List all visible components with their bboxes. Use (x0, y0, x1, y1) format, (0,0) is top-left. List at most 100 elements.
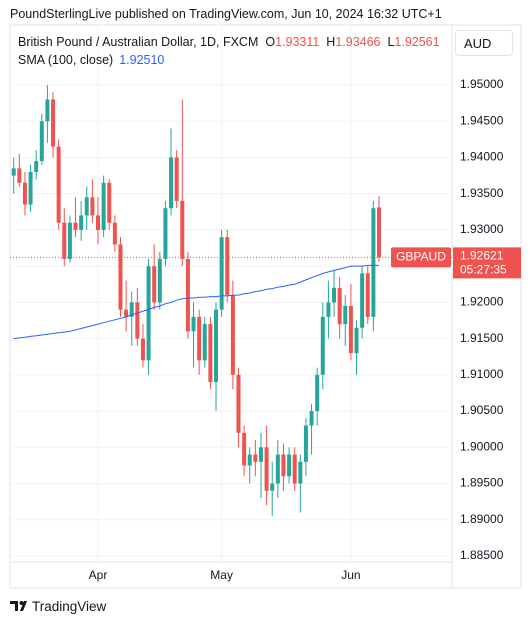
x-tick-label: May (210, 568, 233, 582)
candle-body (112, 222, 117, 245)
candle-body (309, 411, 314, 426)
price-tag (453, 247, 521, 279)
candle-body (56, 146, 61, 223)
candle-body (242, 432, 247, 466)
candle-body (371, 208, 376, 317)
open-value: 1.93311 (275, 35, 320, 49)
candle-body (17, 168, 22, 183)
candle-body (185, 258, 190, 332)
candle-body (11, 168, 16, 176)
y-tick-label: 1.91000 (460, 367, 504, 381)
y-tick-label: 1.89500 (460, 476, 504, 490)
candle-body (377, 207, 381, 258)
y-tick-label: 1.94000 (460, 150, 504, 164)
candle-body (90, 197, 95, 216)
sma-line (13, 264, 379, 340)
candle-body (264, 447, 269, 491)
candle-body (107, 182, 112, 223)
candle-body (73, 222, 78, 230)
candle-body (219, 237, 224, 310)
y-tick-label: 1.91500 (460, 331, 504, 345)
candle-body (28, 171, 33, 205)
x-tick-label: Jun (341, 568, 360, 582)
y-tick-label: 1.95000 (460, 77, 504, 91)
candle-body (101, 182, 106, 230)
candle-body (343, 305, 348, 325)
candle-body (253, 454, 258, 462)
candle-body (247, 454, 252, 466)
sma-value: 1.92510 (119, 53, 165, 67)
open-key: O (265, 35, 276, 49)
high-value: 1.93466 (335, 35, 381, 49)
candle-body (174, 157, 179, 201)
sma-name: SMA (100, close) (18, 53, 114, 67)
publisher-line: PoundSterlingLive published on TradingVi… (10, 7, 442, 21)
candle-body (337, 287, 342, 325)
symbol-label: GBPAUD (396, 250, 446, 264)
candle-body (230, 295, 235, 375)
candle-body (51, 99, 56, 147)
high-key: H (326, 35, 336, 49)
y-tick-label: 1.94500 (460, 113, 504, 127)
candle-body (354, 327, 359, 354)
sma-legend: SMA (100, close) 1.92510 (18, 53, 164, 67)
candle-body (39, 121, 44, 162)
candle-body (152, 266, 157, 303)
candle-body (303, 425, 308, 462)
x-tick-label: Apr (89, 568, 108, 582)
candle-body (258, 447, 263, 462)
candle-body (197, 316, 202, 361)
candle-body (208, 324, 213, 383)
candle-body (124, 309, 129, 317)
candle-body (157, 258, 162, 303)
candle-body (365, 273, 370, 317)
y-tick-label: 1.88500 (460, 548, 504, 562)
grid (10, 25, 452, 562)
tradingview-logo (10, 601, 27, 611)
candle-body (348, 305, 353, 354)
symbol-legend: British Pound / Australian Dollar, 1D, F… (18, 35, 447, 49)
candle-body (287, 454, 292, 477)
candle-body (163, 208, 168, 259)
candle-body (135, 302, 140, 339)
y-tick-label: 1.92000 (460, 295, 504, 309)
y-tick-label: 1.90000 (460, 439, 504, 453)
symbol-title: British Pound / Australian Dollar, 1D, F… (18, 35, 259, 49)
candle-body (140, 338, 145, 361)
candle-body (214, 309, 219, 383)
candle-body (34, 161, 39, 172)
candle-body (315, 374, 320, 412)
countdown-label: 05:27:35 (460, 263, 507, 277)
candle-body (84, 197, 89, 216)
candle-body (281, 454, 286, 477)
candle-body (332, 287, 337, 303)
chart-frame (9, 24, 522, 589)
candle-body (45, 99, 50, 122)
brand: TradingView (32, 599, 107, 614)
candle-body (202, 324, 207, 361)
candle-body (129, 302, 134, 317)
price-label: 1.92621 (460, 249, 504, 263)
candle-body (67, 222, 72, 259)
candle-body (79, 215, 84, 230)
y-tick-label: 1.93500 (460, 186, 504, 200)
y-tick-label: 1.93000 (460, 222, 504, 236)
candle-body (62, 222, 67, 259)
y-tick-label: 1.90500 (460, 403, 504, 417)
candle-body (118, 244, 123, 310)
candle-body (225, 237, 230, 296)
candle-body (326, 302, 331, 317)
candle-body (270, 483, 275, 491)
candle-body (275, 454, 280, 484)
candle-body (360, 273, 365, 328)
candle-body (298, 461, 303, 484)
candle-body (22, 182, 27, 205)
candle-body (320, 316, 325, 375)
candle-body (180, 200, 185, 259)
currency-button[interactable]: AUD (455, 30, 513, 56)
candle-body (236, 374, 241, 433)
low-value: 1.92561 (394, 35, 440, 49)
candle-body (191, 316, 196, 332)
